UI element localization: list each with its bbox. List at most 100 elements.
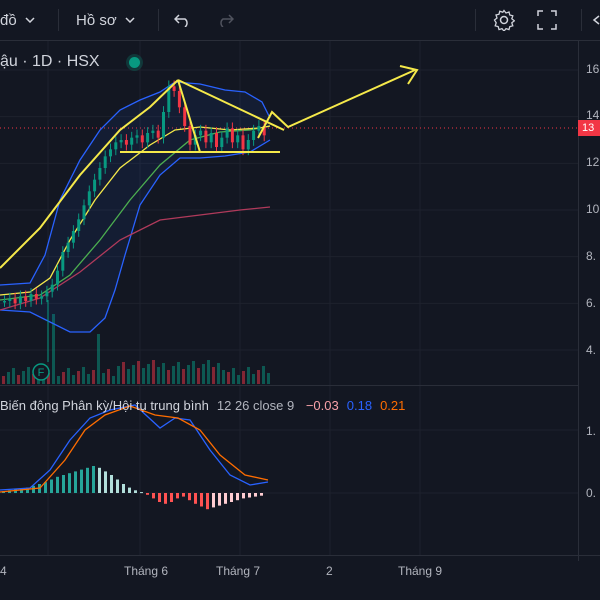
volume-bar <box>237 375 240 384</box>
volume-bar <box>247 367 250 384</box>
candle-body <box>167 86 171 112</box>
macd-histogram-bar <box>74 471 77 493</box>
volume-bar <box>202 364 205 384</box>
volume-bar <box>67 368 70 384</box>
volume-bar <box>227 372 230 384</box>
undo-button[interactable] <box>174 0 192 40</box>
volume-bar <box>132 365 135 384</box>
volume-bar <box>32 374 35 384</box>
macd-histogram-bar <box>200 493 203 507</box>
volume-bar <box>182 369 185 384</box>
macd-title: Biến động Phân kỳ/Hội tụ trung bình <box>0 398 209 413</box>
toolbar-divider <box>475 9 476 31</box>
macd-histogram-bar <box>260 493 263 496</box>
macd-histogram-bar <box>62 475 65 493</box>
chart-type-dropdown[interactable]: đồ <box>0 0 35 40</box>
fullscreen-button[interactable] <box>537 0 557 40</box>
volume-bar <box>257 370 260 384</box>
macd-histogram-bar <box>212 493 215 508</box>
toolbar-divider <box>158 9 159 31</box>
macd-line <box>0 404 269 491</box>
volume-bar <box>102 373 105 384</box>
candle-body <box>246 140 250 150</box>
y-tick-label: 4. <box>586 343 597 357</box>
macd-histogram-bar <box>140 492 143 494</box>
macd-histogram-bar <box>26 487 29 493</box>
market-status-indicator <box>129 57 140 68</box>
undo-icon <box>174 14 188 27</box>
candle-body <box>225 128 229 138</box>
candle-body <box>82 205 86 220</box>
volume-bar <box>137 361 140 384</box>
macd-histogram-bar <box>122 484 125 493</box>
macd-histogram-bar <box>170 493 173 502</box>
candle-body <box>40 296 44 299</box>
candle-body <box>146 133 150 143</box>
volume-bar <box>52 314 55 384</box>
candle-body <box>109 149 112 157</box>
macd-histogram-bar <box>206 493 209 510</box>
bollinger-upper <box>0 81 271 286</box>
chevron-left-icon <box>592 15 600 25</box>
macd-histogram-bar <box>182 493 185 497</box>
x-tick-label: 2 <box>326 564 333 578</box>
candle-body <box>183 107 187 126</box>
profile-dropdown[interactable]: Hồ sơ <box>76 0 135 40</box>
macd-histogram-bar <box>44 482 47 493</box>
macd-histogram-bar <box>236 493 239 501</box>
volume-bar <box>192 361 195 384</box>
candle-body <box>156 130 160 138</box>
macd-params: 12 26 close 9 <box>216 398 295 413</box>
candle-body <box>8 298 12 301</box>
candle-body <box>135 135 139 138</box>
candle-body <box>93 179 97 192</box>
macd-histogram-bar <box>158 493 161 502</box>
candle-body <box>220 137 224 147</box>
volume-bar <box>212 367 215 384</box>
price-axis[interactable] <box>578 41 600 561</box>
volume-bar <box>62 372 65 384</box>
macd-histogram-bar <box>176 493 179 499</box>
volume-bar <box>187 365 190 384</box>
more-button[interactable] <box>592 0 600 40</box>
pane-divider[interactable] <box>0 385 578 386</box>
macd-histogram-bar <box>224 493 227 504</box>
macd-histogram-bar <box>50 479 53 493</box>
x-tick-label: 4 <box>0 564 7 578</box>
macd-histogram-bar <box>116 479 119 493</box>
candle-body <box>119 140 123 143</box>
volume-bar <box>142 368 145 384</box>
y-tick-label: 16 <box>586 62 600 76</box>
fullscreen-icon <box>537 10 557 30</box>
candle-body <box>50 284 54 292</box>
volume-bar <box>232 368 235 384</box>
redo-button[interactable] <box>216 0 234 40</box>
macd-histogram-bar <box>230 493 233 502</box>
trend-line-rise <box>0 79 179 269</box>
candle-body <box>177 91 181 108</box>
volume-bar <box>152 360 155 384</box>
current-price-badge: 13 <box>578 120 600 136</box>
macd-legend[interactable]: Biến động Phân kỳ/Hội tụ trung bình 12 26… <box>0 398 413 413</box>
candle-body <box>66 242 70 252</box>
macd-histogram-bar <box>152 493 155 499</box>
volume-bar <box>252 374 255 384</box>
volume-bar <box>222 370 225 384</box>
candle-body <box>230 128 234 143</box>
candle-body <box>13 298 17 304</box>
profile-label: Hồ sơ <box>76 11 117 29</box>
chart-type-label: đồ <box>0 11 17 29</box>
volume-bar <box>82 367 85 384</box>
candle-body <box>215 133 218 147</box>
signal-value: 0.21 <box>380 398 406 413</box>
symbol-legend[interactable]: ậu · 1D · HSX <box>0 53 100 70</box>
volume-bar <box>107 369 110 384</box>
macd-histogram-bar <box>104 471 107 493</box>
volume-bar <box>77 371 80 384</box>
macd-value: 0.18 <box>346 398 373 413</box>
volume-bar <box>122 362 125 384</box>
macd-histogram-bar <box>20 488 23 493</box>
volume-bar <box>242 371 245 384</box>
settings-button[interactable] <box>493 0 515 40</box>
